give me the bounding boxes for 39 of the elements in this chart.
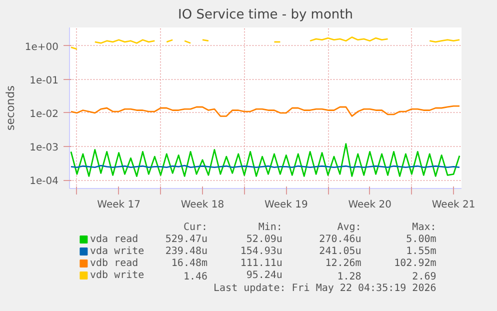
legend-label: vdb read [90, 258, 138, 269]
legend-label: vda write [90, 246, 144, 257]
text: Min: [258, 222, 282, 233]
y-tick-label: 1e+00 [24, 42, 59, 53]
text: 1.46 [183, 272, 208, 282]
text: 2.69 [412, 272, 436, 282]
text: 52.09u [246, 234, 282, 245]
x-tick-label: Week 19 [264, 200, 308, 210]
text: 239.48u [165, 246, 208, 257]
text: Cur: [183, 222, 208, 233]
text: 1.55m [406, 246, 436, 257]
line-series [70, 143, 460, 177]
x-tick-label: Week 20 [348, 200, 392, 210]
text: 16.48m [171, 258, 208, 269]
x-tick-label: Week 21 [432, 200, 476, 210]
text: 241.05u [319, 246, 362, 257]
text: 12.26m [325, 258, 362, 269]
text: Last update: Fri May 22 04:35:19 2026 [214, 283, 436, 294]
text: 529.47u [165, 234, 208, 245]
legend-label: vdb write [90, 270, 144, 281]
text: Avg: [337, 222, 362, 233]
text: 1.28 [337, 272, 362, 282]
text: Max: [412, 222, 436, 233]
text: 5.00m [406, 234, 436, 245]
text: 95.24u [246, 270, 282, 281]
y-tick-label: 1e-04 [30, 176, 59, 188]
text: 270.46u [319, 234, 362, 245]
text: 102.92m [394, 258, 436, 269]
y-tick-label: 1e-02 [30, 108, 59, 120]
y-tick-label: 1e-01 [30, 75, 59, 86]
legend-label: vda read [90, 234, 138, 245]
x-tick-label: Week 18 [180, 200, 224, 210]
y-tick-label: 1e-03 [30, 142, 59, 154]
chart-title: IO Service time - by month [178, 8, 353, 22]
text: 111.11u [240, 258, 282, 269]
x-tick-label: Week 17 [97, 200, 140, 210]
text: 154.93u [240, 246, 282, 257]
y-axis-title: seconds [4, 85, 17, 130]
line-series [70, 105, 460, 117]
